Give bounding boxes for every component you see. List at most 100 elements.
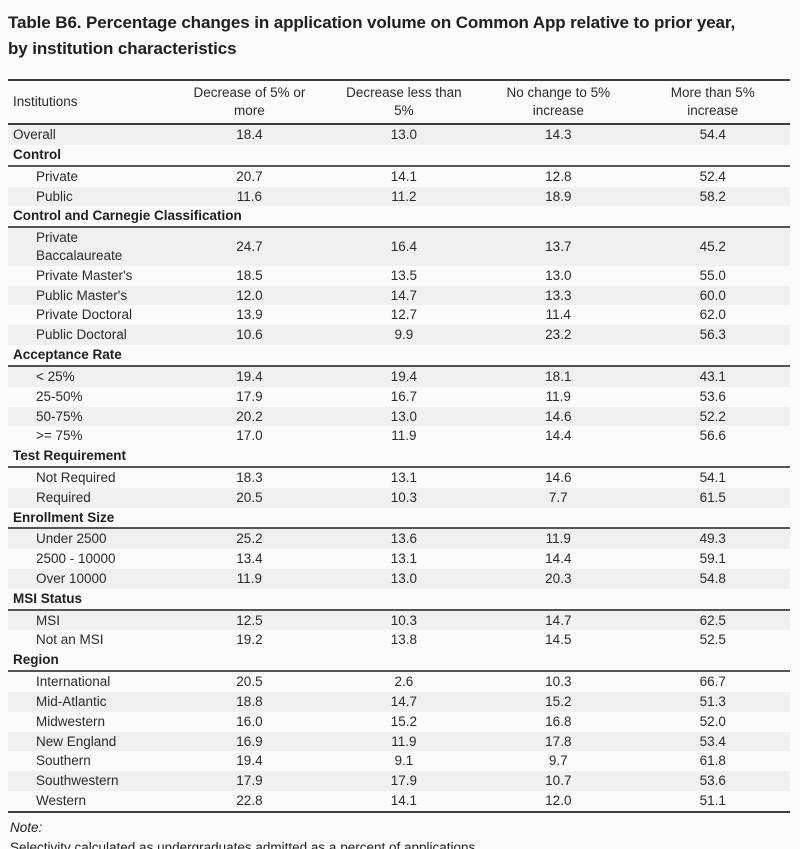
cell-value: 13.9 xyxy=(236,307,263,323)
row-label: >= 75% xyxy=(36,428,83,444)
cell-value: 13.0 xyxy=(545,267,572,283)
cell-value: 19.4 xyxy=(236,368,263,384)
table-row: Southern 19.4 9.1 9.7 61.8 xyxy=(8,751,790,771)
cell-value: 2.6 xyxy=(394,674,414,690)
section-header-label: Control xyxy=(8,144,790,167)
column-header-more-5: More than 5% increase xyxy=(635,78,790,126)
note-heading: Note: xyxy=(10,819,43,835)
cell-value: 53.6 xyxy=(699,388,726,404)
cell-value: 14.1 xyxy=(326,790,482,813)
cell-value: 11.9 xyxy=(391,733,417,749)
row-label: Private Baccalaureate xyxy=(36,230,123,263)
cell-value: 13.5 xyxy=(390,267,418,283)
cell-value: 11.2 xyxy=(391,188,417,204)
section-header-label: Test Requirement xyxy=(8,446,790,468)
cell-value: 13.0 xyxy=(390,571,418,586)
cell-value: 12.8 xyxy=(545,168,572,184)
table-row: Public 11.6 11.2 18.9 58.2 xyxy=(8,186,790,207)
cell-value: 58.2 xyxy=(699,188,726,204)
row-label: Not Required xyxy=(36,469,116,485)
cell-value: 49.3 xyxy=(699,531,726,547)
row-label: Midwestern xyxy=(36,713,106,729)
cell-value: 9.1 xyxy=(394,753,414,769)
cell-value: 9.9 xyxy=(394,327,414,343)
notes-block: Note: Selectivity calculated as undergra… xyxy=(10,818,792,849)
cell-value: 51.1 xyxy=(635,790,790,813)
section-header-label: Enrollment Size xyxy=(8,507,790,530)
cell-value: 10.3 xyxy=(390,489,418,505)
cell-value: 14.4 xyxy=(545,428,572,444)
cell-value: 56.3 xyxy=(699,327,726,343)
row-label: 50-75% xyxy=(36,408,83,424)
table-row: New England 16.9 11.9 17.8 53.4 xyxy=(8,731,790,752)
cell-value: 61.8 xyxy=(699,753,726,769)
cell-value: 16.0 xyxy=(236,713,263,729)
cell-value: 16.4 xyxy=(390,239,418,255)
cell-value: 12.0 xyxy=(236,287,263,303)
cell-value: 52.0 xyxy=(699,713,726,729)
cell-value: 14.7 xyxy=(390,693,418,709)
cell-value: 53.6 xyxy=(699,773,726,789)
cell-value: 13.0 xyxy=(390,127,418,143)
row-label: Not an MSI xyxy=(36,632,104,648)
cell-value: 17.0 xyxy=(236,428,263,444)
cell-value: 61.5 xyxy=(699,489,726,505)
table-header: Institutions Decrease of 5% or more Decr… xyxy=(8,78,790,126)
cell-value: 14.7 xyxy=(390,287,418,303)
table-row: 2500 - 10000 13.4 13.1 14.4 59.1 xyxy=(8,549,790,569)
cell-value: 56.6 xyxy=(699,428,726,444)
cell-value: 13.1 xyxy=(390,551,418,567)
cell-value: 18.3 xyxy=(236,469,263,485)
section-header-label: Acceptance Rate xyxy=(8,345,790,367)
cell-value: 11.9 xyxy=(545,531,571,547)
row-label: Private Master's xyxy=(36,267,133,283)
cell-value: 13.7 xyxy=(545,239,572,255)
table-row: Private 20.7 14.1 12.8 52.4 xyxy=(8,166,790,187)
table-row: Western 22.8 14.1 12.0 51.1 xyxy=(8,790,790,813)
cell-value: 45.2 xyxy=(699,239,726,255)
cell-value: 7.7 xyxy=(548,489,568,505)
section-header-row: MSI Status xyxy=(8,588,790,611)
cell-value: 18.1 xyxy=(545,368,572,384)
cell-value: 13.6 xyxy=(390,531,418,547)
row-label: Private xyxy=(36,168,79,184)
table-row: Public Master's 12.0 14.7 13.3 60.0 xyxy=(8,285,790,306)
cell-value: 19.4 xyxy=(236,753,263,769)
cell-value: 23.2 xyxy=(545,327,572,343)
cell-value: 14.5 xyxy=(545,632,572,648)
cell-value: 20.2 xyxy=(236,408,263,424)
cell-value: 18.9 xyxy=(545,188,572,204)
cell-value: 20.3 xyxy=(545,571,572,586)
cell-value: 16.9 xyxy=(236,733,263,749)
table-body: Overall 18.4 13.0 14.3 54.4 Control Private 20.… xyxy=(8,124,790,813)
cell-value: 17.9 xyxy=(236,388,263,404)
table-row: Mid-Atlantic 18.8 14.7 15.2 51.3 xyxy=(8,691,790,712)
cell-value: 14.6 xyxy=(545,408,572,424)
cell-value: 15.2 xyxy=(545,693,572,709)
cell-value: 12.7 xyxy=(390,307,418,323)
cell-value: 10.3 xyxy=(545,674,572,690)
cell-value: 55.0 xyxy=(699,267,726,283)
column-header-decrease-less-5: Decrease less than 5% xyxy=(326,78,482,126)
note-line: Selectivity calculated as undergraduates… xyxy=(10,840,476,849)
cell-value: 14.3 xyxy=(545,127,572,143)
table-row: Private Doctoral 13.9 12.7 11.4 62.0 xyxy=(8,305,790,325)
table-row: MSI 12.5 10.3 14.7 62.5 xyxy=(8,609,790,631)
table-row: Not an MSI 19.2 13.8 14.5 52.5 xyxy=(8,630,790,650)
cell-value: 10.7 xyxy=(545,773,572,789)
cell-value: 20.7 xyxy=(236,168,263,184)
cell-value: 52.5 xyxy=(699,632,726,648)
cell-value: 9.7 xyxy=(548,753,568,769)
table-row: Southwestern 17.9 17.9 10.7 53.6 xyxy=(8,771,790,791)
column-header-decrease-5-or-more: Decrease of 5% or more xyxy=(172,78,327,126)
cell-value: 11.6 xyxy=(236,188,263,204)
cell-value: 18.8 xyxy=(236,693,263,709)
cell-value: 25.2 xyxy=(236,531,263,547)
cell-value: 10.3 xyxy=(390,612,418,628)
cell-value: 12.5 xyxy=(236,612,263,628)
table-row: 25-50% 17.9 16.7 11.9 53.6 xyxy=(8,387,790,407)
cell-value: 43.1 xyxy=(699,368,726,384)
table-row: Required 20.5 10.3 7.7 61.5 xyxy=(8,487,790,508)
cell-value: 11.9 xyxy=(545,388,571,404)
